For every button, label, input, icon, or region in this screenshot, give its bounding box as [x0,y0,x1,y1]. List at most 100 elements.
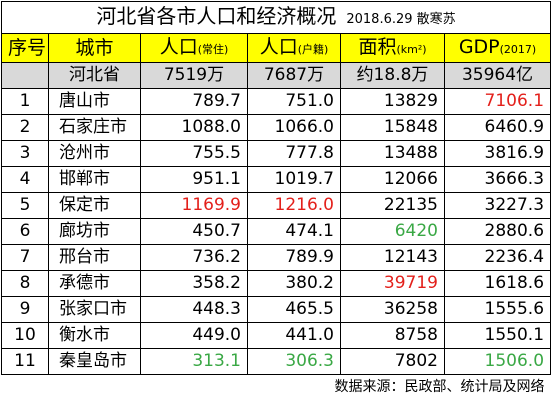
value-cell: 474.1 [247,218,341,245]
value-cell: 1506.0 [443,348,551,375]
value-cell: 313.1 [140,348,248,375]
data-row: 4 邯郸市 951.1 1019.7 12066 3666.3 [1,166,551,193]
province-cell: 7519万 [140,62,248,89]
data-row: 8 承德市 358.2 380.2 39719 1618.6 [1,270,551,297]
value-cell: 789.7 [140,88,248,115]
header-note: (常住) [197,42,229,56]
value-cell: 13829 [340,88,445,115]
city-cell: 唐山市 [48,88,141,115]
header-cell: 人口(户籍) [247,33,341,63]
header-note: (2017) [499,42,537,56]
data-row: 1 唐山市 789.7 751.0 13829 7106.1 [1,88,551,115]
index-cell: 11 [1,348,49,375]
header-row: 序号 城市 人口(常住) 人口(户籍) 面积(km²) GDP(2017) [1,33,551,63]
title-row: 河北省各市人口和经济概况 2018.6.29 散寒苏 [0,1,551,34]
index-cell: 9 [1,296,49,323]
value-cell: 755.5 [140,140,248,167]
value-cell: 3666.3 [443,166,551,193]
value-cell: 3227.3 [443,192,551,219]
province-cell: 河北省 [48,62,141,89]
value-cell: 8758 [340,322,445,349]
data-row: 9 张家口市 448.3 465.5 36258 1555.6 [1,296,551,323]
province-cell: 约18.8万 [340,62,445,89]
value-cell: 2880.6 [443,218,551,245]
index-cell: 6 [1,218,49,245]
value-cell: 1169.9 [140,192,248,219]
city-cell: 邯郸市 [48,166,141,193]
value-cell: 736.2 [140,244,248,271]
data-row: 3 沧州市 755.5 777.8 13488 3816.9 [1,140,551,167]
city-cell: 秦皇岛市 [48,348,141,375]
index-cell: 4 [1,166,49,193]
index-cell: 1 [1,88,49,115]
header-text: 面积 [358,35,397,58]
value-cell: 3816.9 [443,140,551,167]
header-text: GDP [458,35,500,58]
footer-row: 数据来源：民政部、统计局及网络 [2,375,551,401]
header-note: (户籍) [297,42,329,56]
summary-table: 河北省各市人口和经济概况 2018.6.29 散寒苏 序号 城市 人口(常住) 人口(户… [0,1,551,401]
index-cell: 8 [1,270,49,297]
index-cell: 7 [1,244,49,271]
data-row: 2 石家庄市 1088.0 1066.0 15848 6460.9 [1,114,551,141]
value-cell: 6460.9 [443,114,551,141]
value-cell: 1216.0 [247,192,341,219]
value-cell: 449.0 [140,322,248,349]
title-cell: 河北省各市人口和经济概况 2018.6.29 散寒苏 [0,1,551,34]
header-note: (km²) [396,42,427,56]
value-cell: 1019.7 [247,166,341,193]
index-cell: 3 [1,140,49,167]
header-text: 人口 [159,35,198,58]
value-cell: 1550.1 [443,322,551,349]
value-cell: 7106.1 [443,88,551,115]
city-cell: 石家庄市 [48,114,141,141]
value-cell: 465.5 [247,296,341,323]
value-cell: 380.2 [247,270,341,297]
data-row: 7 邢台市 736.2 789.9 12143 2236.4 [1,244,551,271]
data-row: 6 廊坊市 450.7 474.1 6420 2880.6 [1,218,551,245]
header-cell: GDP(2017) [443,33,551,63]
city-cell: 廊坊市 [48,218,141,245]
header-cell: 人口(常住) [140,33,248,63]
value-cell: 951.1 [140,166,248,193]
value-cell: 7802 [340,348,445,375]
header-cell: 面积(km²) [340,33,445,63]
index-cell: 5 [1,192,49,219]
data-row: 11 秦皇岛市 313.1 306.3 7802 1506.0 [1,348,551,375]
header-text: 城市 [75,36,114,59]
city-cell: 张家口市 [48,296,141,323]
value-cell: 1066.0 [247,114,341,141]
empty-cell [1,62,49,89]
city-cell: 衡水市 [48,322,141,349]
header-cell: 序号 [1,33,49,63]
value-cell: 1618.6 [443,270,551,297]
data-row: 10 衡水市 449.0 441.0 8758 1550.1 [1,322,551,349]
value-cell: 751.0 [247,88,341,115]
index-cell: 2 [1,114,49,141]
value-cell: 789.9 [247,244,341,271]
value-cell: 1555.6 [443,296,551,323]
data-row: 5 保定市 1169.9 1216.0 22135 3227.3 [1,192,551,219]
province-cell: 7687万 [247,62,341,89]
value-cell: 15848 [340,114,445,141]
value-cell: 777.8 [247,140,341,167]
value-cell: 12066 [340,166,445,193]
value-cell: 358.2 [140,270,248,297]
value-cell: 450.7 [140,218,248,245]
header-text: 人口 [259,35,298,58]
value-cell: 306.3 [247,348,341,375]
header-cell: 城市 [48,33,141,63]
province-row: 河北省 7519万 7687万 约18.8万 35964亿 [1,62,551,89]
header-text: 序号 [8,36,47,59]
footer: 数据来源：民政部、统计局及网络 [334,379,545,395]
value-cell: 1088.0 [140,114,248,141]
value-cell: 6420 [340,218,445,245]
index-cell: 10 [1,322,49,349]
value-cell: 22135 [340,192,445,219]
city-cell: 邢台市 [48,244,141,271]
value-cell: 39719 [340,270,445,297]
value-cell: 12143 [340,244,445,271]
value-cell: 13488 [340,140,445,167]
city-cell: 沧州市 [48,140,141,167]
